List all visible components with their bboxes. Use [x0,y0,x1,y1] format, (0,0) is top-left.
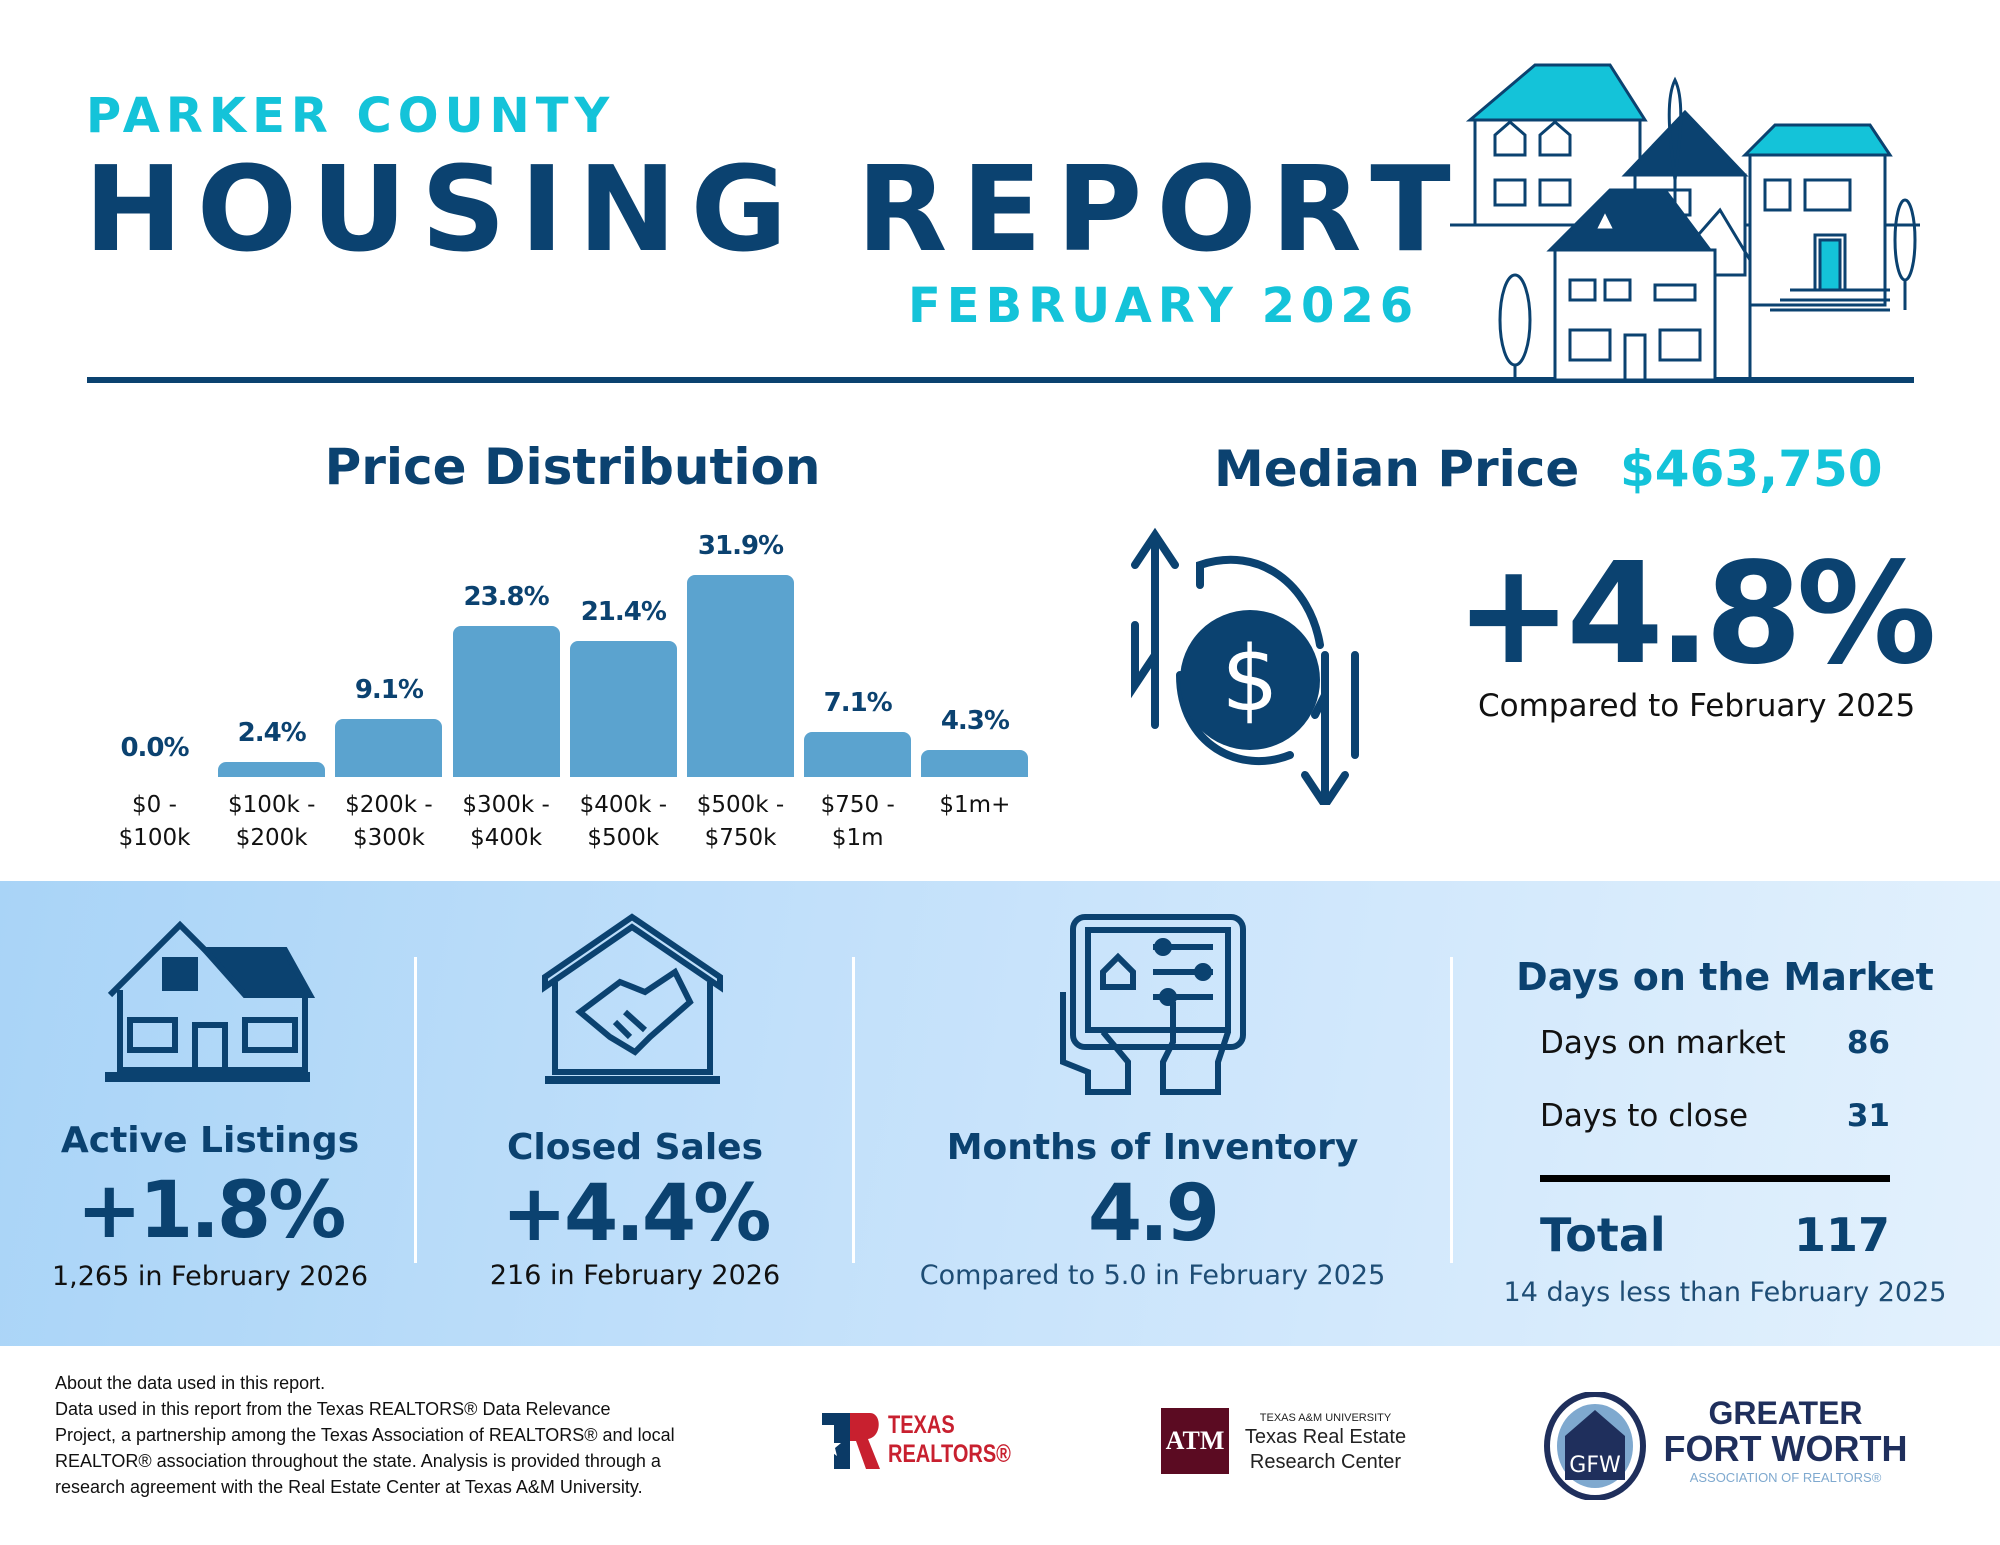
houses-illustration [1450,63,1920,382]
median-price-change: +4.8% [1455,533,1937,696]
logo-text: REALTORS® [888,1440,1011,1468]
gfw-seal-icon: GFW [1544,1392,1646,1500]
chart-bar [687,575,794,777]
logo-text: GREATER [1708,1395,1863,1431]
dom-row: Days to close 31 [1540,1098,1890,1134]
category-label: $200k - $300k [345,792,433,851]
logo-text: TEXAS [888,1411,955,1439]
disclaimer-line: About the data used in this report. [55,1373,326,1393]
svg-text:GFW: GFW [1569,1453,1621,1478]
months-inventory-compare: Compared to 5.0 in February 2025 [919,1259,1386,1291]
dom-total-label: Total [1540,1208,1666,1262]
closed-sales-count: 216 in February 2026 [489,1259,781,1291]
closed-sales-title: Closed Sales [506,1127,764,1168]
dollar-exchange-icon: $ [1131,527,1359,805]
median-price-compare: Compared to February 2025 [1478,688,1916,724]
texas-realtors-logo: TEXAS REALTORS® [822,1411,1012,1473]
dom-compare: 14 days less than February 2025 [1503,1277,1947,1308]
bar-value-label: 31.9% [697,531,784,561]
category-label: $400k - $500k [579,792,668,851]
handshake-house-icon [542,913,723,1084]
dom-row-label: Days on market [1540,1025,1786,1061]
chart-bar [335,719,443,777]
column-divider [414,957,417,1263]
column-divider [1450,957,1453,1263]
bar-value-label: 4.3% [940,705,1010,736]
disclaimer-line: Project, a partnership among the Texas A… [55,1425,675,1445]
active-listings-change: +1.8% [76,1166,347,1256]
price-distribution-chart: 0.0% $0 - $100k 2.4% $100k - $200k 9.1% $200k… [100,520,1060,860]
total-divider [1540,1175,1890,1182]
logo-text: ASSOCIATION OF REALTORS® [1689,1470,1882,1485]
category-label: $750 - $1m [820,792,895,851]
category-label: $100k - $200k [227,792,316,851]
tamu-real-estate-center-logo: ATM TEXAS A&M UNIVERSITY Texas Real Esta… [1161,1408,1411,1478]
months-inventory-card: Months of Inventory 4.9 Compared to 5.0 … [880,1127,1425,1291]
days-on-market-title: Days on the Market [1516,955,1934,999]
bar-value-label: 9.1% [354,675,424,706]
house-icon [105,920,315,1082]
header-divider [87,377,1914,383]
bar-value-label: 23.8% [463,582,549,613]
months-inventory-value: 4.9 [1087,1169,1220,1259]
greater-fort-worth-logo: GFW GREATER FORT WORTH ASSOCIATION OF RE… [1543,1392,1923,1502]
data-disclaimer: About the data used in this report. Data… [55,1370,775,1500]
dom-row-value: 86 [1846,1025,1890,1061]
logo-text: Research Center [1249,1451,1402,1473]
bar-value-label: 21.4% [580,597,667,628]
bar-value-label: 7.1% [823,688,893,719]
median-price-label: Median Price [1214,440,1580,498]
active-listings-card: Active Listings +1.8% 1,265 in February … [40,1120,380,1292]
dom-row-label: Days to close [1540,1098,1749,1134]
svg-text:$: $ [1221,627,1278,732]
texas-realtors-mark-icon [822,1413,880,1469]
median-price-value: $463,750 [1620,440,1883,498]
months-inventory-title: Months of Inventory [946,1127,1359,1168]
active-listings-count: 1,265 in February 2026 [51,1260,368,1292]
county-name: PARKER COUNTY [86,88,616,144]
tablet-hands-icon [1060,914,1246,1095]
tamu-mark-icon: ATM [1161,1408,1229,1474]
stats-band [0,881,2000,1346]
logo-text: TEXAS A&M UNIVERSITY [1259,1412,1392,1424]
dom-row: Days on market 86 [1540,1025,1890,1061]
dom-row-value: 31 [1846,1098,1890,1134]
closed-sales-card: Closed Sales +4.4% 216 in February 2026 [460,1127,810,1291]
closed-sales-change: +4.4% [501,1169,772,1259]
category-label: $1m+ [939,792,1011,818]
disclaimer-line: research agreement with the Real Estate … [55,1477,643,1497]
category-label: $0 - $100k [118,792,191,851]
logo-text: FORT WORTH [1663,1428,1908,1469]
chart-bar [218,761,326,777]
chart-bar [452,626,560,777]
chart-bar [569,641,677,777]
category-label: $300k - $400k [462,792,550,851]
dom-total-value: 117 [1793,1208,1890,1262]
dom-total-row: Total 117 [1540,1208,1890,1262]
category-label: $500k - $750k [696,792,785,851]
chart-bar [921,749,1029,777]
disclaimer-line: REALTOR® association throughout the stat… [55,1451,661,1471]
logo-text: Texas Real Estate [1244,1426,1407,1448]
bar-value-label: 0.0% [120,733,189,763]
chart-bar [804,732,912,777]
column-divider [852,957,855,1263]
report-title: HOUSING REPORT [84,140,1465,278]
report-month: FEBRUARY 2026 [908,278,1420,334]
active-listings-title: Active Listings [60,1120,360,1161]
disclaimer-line: Data used in this report from the Texas … [55,1399,611,1419]
price-distribution-title: Price Distribution [324,438,821,496]
bar-value-label: 2.4% [237,717,307,748]
